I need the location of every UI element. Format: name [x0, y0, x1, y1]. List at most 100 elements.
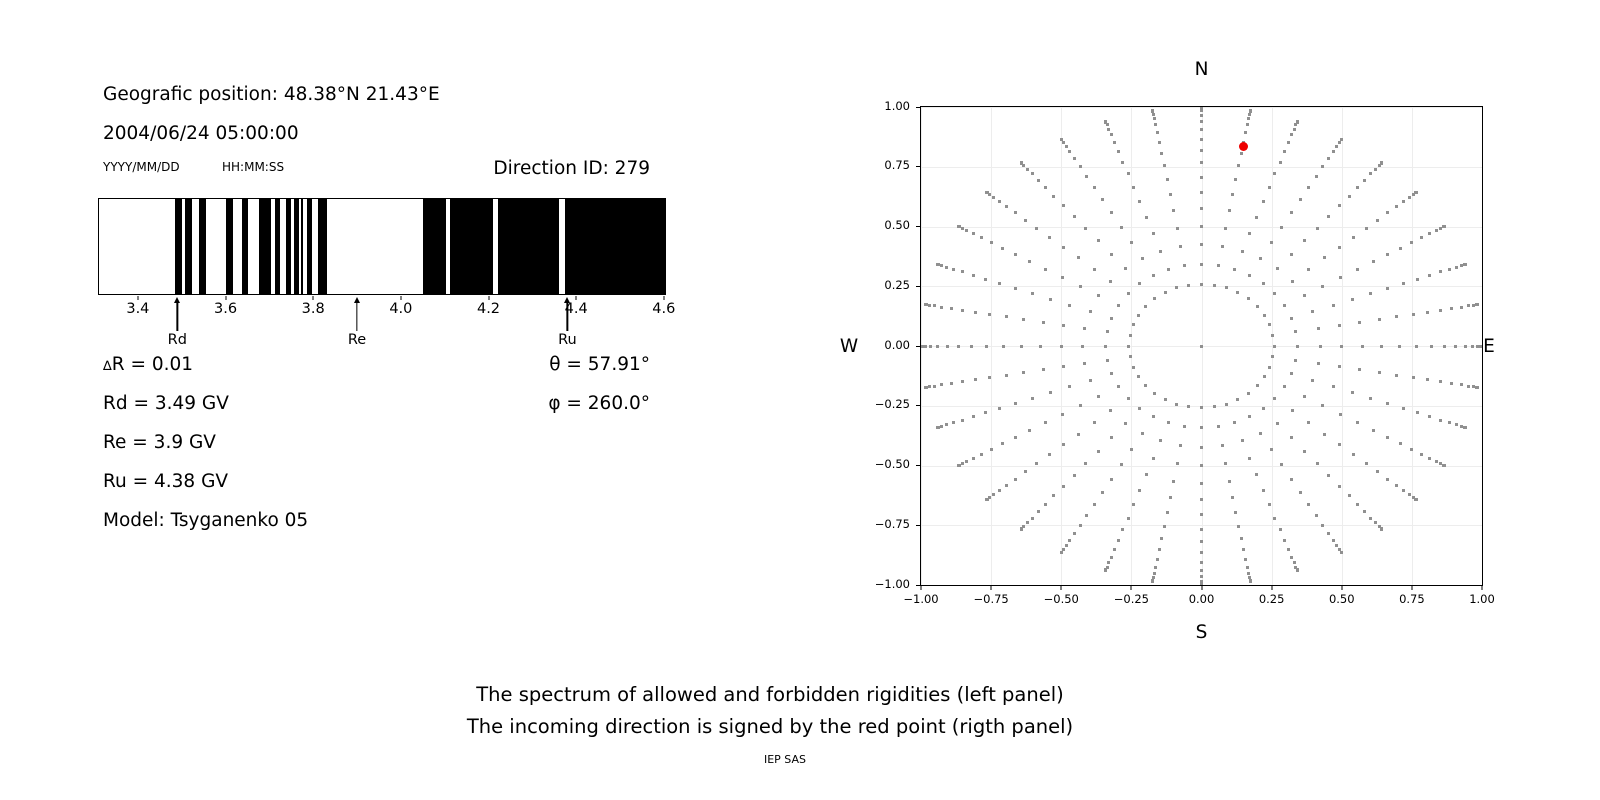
direction-dot	[1331, 538, 1335, 542]
direction-dot	[1105, 330, 1109, 334]
direction-x-tick-label: 0.75	[1399, 592, 1425, 606]
direction-dot	[1356, 503, 1360, 507]
direction-dot	[1200, 481, 1203, 485]
direction-dot	[1036, 178, 1040, 182]
direction-dot	[1295, 569, 1299, 573]
direction-dot	[1339, 275, 1343, 279]
direction-plot-y-axis: −1.00 −0.75 −0.50 −0.25 0.00 0.25 0.50 0.75 1.00	[848, 99, 920, 590]
direction-dot	[1311, 379, 1315, 383]
delta-symbol: ∆	[103, 359, 112, 374]
delta-r-text: ∆R = 0.01	[103, 354, 193, 375]
direction-dot	[1200, 127, 1203, 131]
direction-dot	[1338, 443, 1342, 447]
direction-dot	[1092, 503, 1096, 507]
direction-dot	[1356, 421, 1360, 425]
direction-dot	[1398, 344, 1402, 348]
direction-dot	[1338, 140, 1342, 144]
direction-dot	[1376, 218, 1380, 222]
direction-dot	[940, 425, 944, 428]
direction-dot	[1085, 174, 1089, 178]
direction-dot	[988, 193, 992, 197]
direction-y-tick	[916, 345, 920, 347]
direction-dot	[1401, 407, 1405, 411]
direction-dot	[1459, 263, 1463, 267]
direction-dot	[1247, 273, 1251, 277]
direction-dot	[960, 308, 964, 312]
direction-y-tick	[916, 285, 920, 287]
direction-dot	[1159, 439, 1163, 443]
direction-dot	[1358, 320, 1362, 324]
direction-dot	[1152, 576, 1156, 580]
direction-dot	[1039, 344, 1043, 348]
direction-dot	[1321, 165, 1325, 169]
direction-dot	[998, 281, 1002, 285]
direction-dot	[1104, 569, 1108, 573]
direction-dot	[1043, 185, 1047, 189]
direction-dot	[1013, 436, 1017, 440]
direction-dot	[1476, 386, 1480, 389]
direction-dot	[1019, 161, 1023, 165]
direction-dot	[1401, 488, 1405, 492]
direction-dot	[1035, 462, 1039, 466]
direction-dot	[1224, 226, 1228, 230]
direction-dot	[945, 265, 949, 269]
direction-dot	[1131, 365, 1135, 369]
direction-dot	[1363, 510, 1367, 514]
direction-dot	[1152, 415, 1156, 419]
direction-dot	[1407, 196, 1411, 200]
direction-dot	[1064, 144, 1068, 148]
direction-dot	[1299, 490, 1303, 494]
direction-dot	[1200, 575, 1203, 579]
direction-dot	[1126, 291, 1130, 295]
direction-dot	[936, 262, 940, 266]
direction-dot	[1394, 205, 1398, 209]
direction-dot	[984, 411, 988, 415]
direction-dot	[1092, 267, 1096, 271]
direction-dot	[1262, 313, 1266, 317]
direction-dot	[1234, 510, 1238, 514]
spectrum-x-tick-label: 3.6	[214, 301, 238, 317]
direction-dot	[1028, 260, 1032, 263]
direction-dot	[1386, 436, 1390, 440]
direction-dot	[1052, 494, 1056, 498]
direction-dot	[1335, 144, 1339, 148]
direction-dot	[1216, 263, 1220, 267]
direction-dot	[1323, 256, 1327, 260]
direction-dot	[1109, 436, 1113, 440]
direction-dot	[1247, 456, 1251, 460]
direction-dot	[1273, 516, 1277, 520]
direction-dot	[1356, 267, 1360, 271]
direction-dot	[970, 344, 974, 348]
direction-dot	[1129, 447, 1133, 451]
direction-dot	[1137, 313, 1141, 317]
direction-dot	[1200, 540, 1203, 544]
direction-dot	[1327, 532, 1331, 536]
spectrum-x-tick	[488, 296, 489, 300]
spectrum-x-tick-label: 4.2	[476, 301, 501, 317]
direction-dot	[1351, 297, 1355, 301]
direction-dot	[1307, 267, 1311, 271]
direction-dot	[1237, 164, 1241, 168]
direction-dot	[1013, 477, 1017, 481]
direction-dot	[1407, 492, 1411, 496]
direction-dot	[1064, 544, 1068, 548]
direction-dot	[1200, 464, 1203, 467]
direction-dot	[1200, 113, 1203, 117]
direction-dot	[1200, 498, 1203, 502]
geo-position-text: Geografic position: 48.38°N 21.43°E	[103, 84, 440, 105]
direction-dot	[1154, 565, 1158, 569]
direction-x-tick	[1130, 586, 1132, 590]
direction-dot	[1290, 436, 1294, 440]
direction-dot	[1386, 477, 1390, 481]
direction-dot	[1335, 544, 1339, 548]
direction-dot	[1255, 473, 1259, 477]
direction-dot	[960, 462, 964, 466]
direction-y-tick-label: 0.50	[884, 218, 910, 232]
allowed-rigidity-band	[307, 199, 313, 294]
direction-x-tick	[1411, 586, 1413, 590]
direction-dot	[1175, 226, 1179, 230]
direction-dot	[1231, 495, 1235, 499]
direction-dot	[957, 225, 961, 228]
direction-dot	[952, 421, 956, 425]
datetime-text: 2004/06/24 05:00:00	[103, 123, 299, 144]
